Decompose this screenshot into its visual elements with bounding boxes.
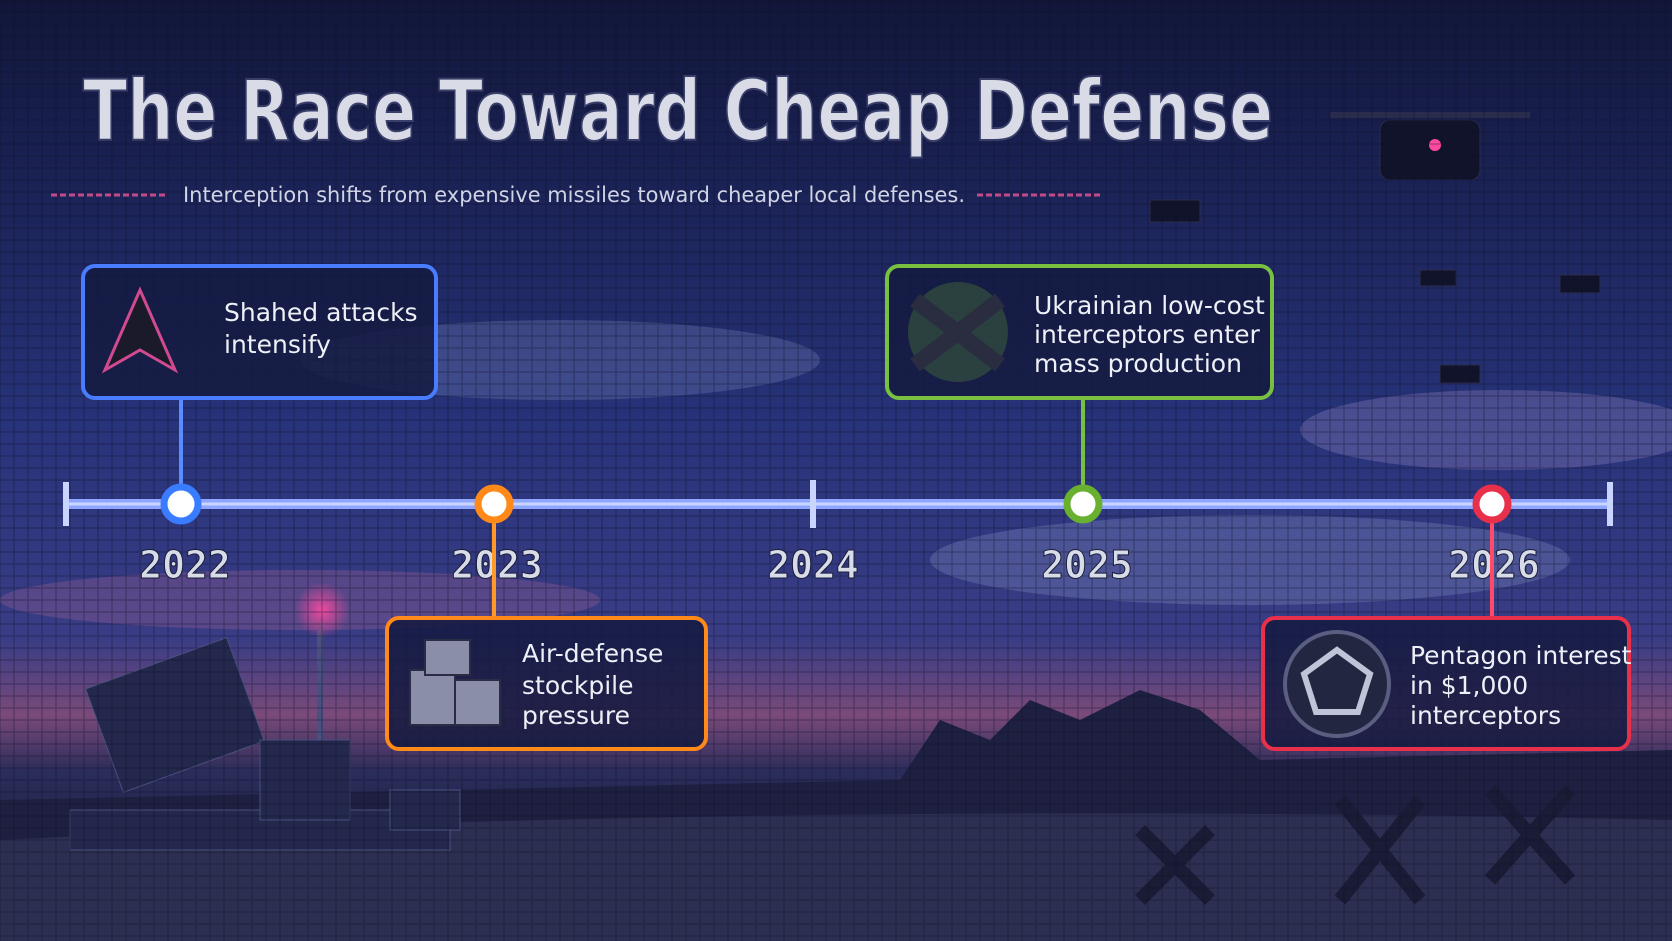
- event-card: Pentagon interest in $1,000 interceptors: [1261, 616, 1632, 751]
- event-markers: [160, 398, 1512, 618]
- title: The Race Toward Cheap Defense: [83, 62, 1273, 160]
- event-card: Shahed attacks intensify: [81, 264, 438, 400]
- year-label: 2025: [1041, 543, 1133, 587]
- shahed-icon: [101, 286, 179, 374]
- card-frame: [885, 264, 1274, 400]
- event-text: Shahed attacks: [224, 298, 418, 327]
- pentagon-badge: [1283, 630, 1391, 738]
- event-text: Ukrainian low-cost: [1034, 291, 1265, 320]
- event-text: interceptors enter: [1034, 320, 1260, 349]
- event-dot: [1063, 484, 1103, 524]
- event-text: stockpile: [522, 671, 634, 700]
- event-dot: [1472, 484, 1512, 524]
- event-text: Pentagon interest: [1410, 641, 1632, 670]
- stockpile-icon: [409, 639, 501, 726]
- event-dot: [474, 484, 514, 524]
- event-card: Ukrainian low-cost interceptors enter ma…: [885, 264, 1274, 400]
- event-text: Air-defense: [522, 639, 663, 668]
- year-label: 2022: [139, 543, 231, 587]
- year-label: 2024: [767, 543, 859, 587]
- event-text: intensify: [224, 330, 331, 359]
- pentagon-icon: [1300, 646, 1374, 715]
- event-text: in $1,000: [1410, 671, 1528, 700]
- event-dot: [160, 483, 202, 525]
- interceptor-icon: [910, 293, 1005, 372]
- event-text: interceptors: [1410, 701, 1561, 730]
- subtitle: Interception shifts from expensive missi…: [183, 183, 965, 207]
- event-text: mass production: [1034, 349, 1242, 378]
- event-text: pressure: [522, 701, 630, 730]
- event-card: Air-defense stockpile pressure: [385, 616, 708, 751]
- year-label: 2023: [451, 543, 543, 587]
